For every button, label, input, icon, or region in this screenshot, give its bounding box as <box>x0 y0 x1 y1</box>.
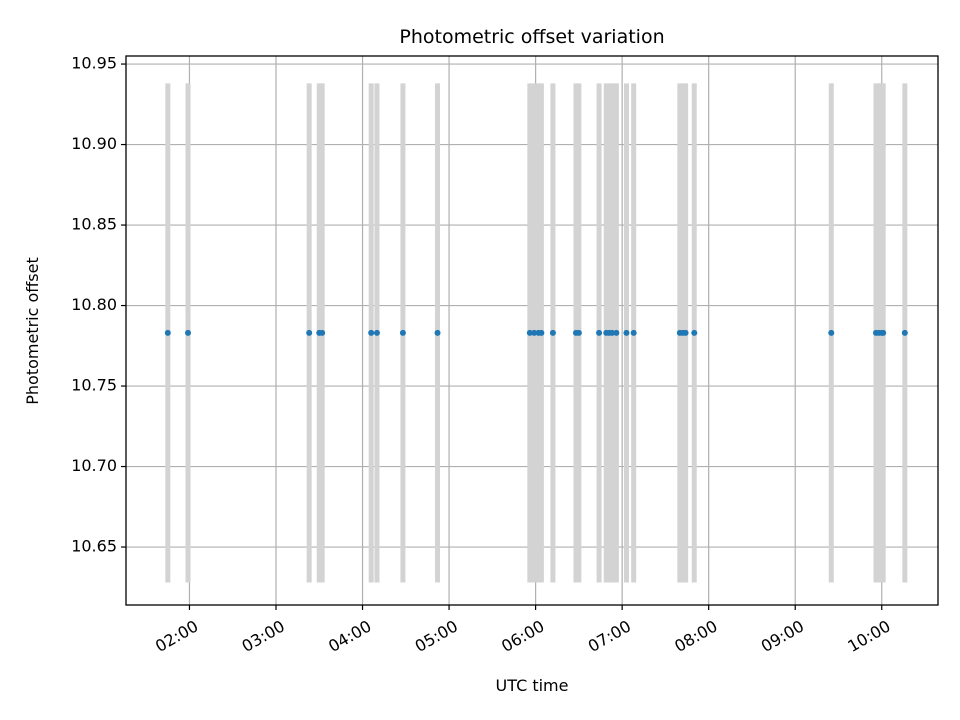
data-point <box>901 329 908 336</box>
data-point <box>630 329 637 336</box>
data-point <box>399 329 406 336</box>
data-point <box>185 329 192 336</box>
data-point <box>609 329 616 336</box>
chart-title: Photometric offset variation <box>399 26 664 48</box>
y-axis-label: Photometric offset <box>23 257 42 405</box>
data-point <box>596 329 603 336</box>
y-tick-label: 10.80 <box>71 295 117 314</box>
y-tick-label: 10.95 <box>71 54 117 73</box>
data-point <box>828 329 835 336</box>
data-point <box>549 329 556 336</box>
y-tick-label: 10.75 <box>71 376 117 395</box>
y-axis-ticks: 10.65 10.70 10.75 10.80 10.85 10.90 10.95 <box>71 54 126 556</box>
y-tick-label: 10.85 <box>71 215 117 234</box>
data-point <box>682 329 689 336</box>
x-axis-label: UTC time <box>496 676 569 695</box>
data-points <box>164 329 908 336</box>
data-point <box>368 329 375 336</box>
data-point <box>623 329 630 336</box>
data-point <box>880 329 887 336</box>
data-point <box>434 329 441 336</box>
y-tick-label: 10.65 <box>71 537 117 556</box>
data-point <box>164 329 171 336</box>
y-tick-label: 10.90 <box>71 134 117 153</box>
data-point <box>373 329 380 336</box>
data-point <box>691 329 698 336</box>
data-point <box>613 329 620 336</box>
y-tick-label: 10.70 <box>71 456 117 475</box>
data-point <box>319 329 326 336</box>
data-point <box>538 329 545 336</box>
data-point <box>575 329 582 336</box>
plot-frame <box>125 55 939 606</box>
data-point <box>531 329 538 336</box>
data-point <box>306 329 313 336</box>
data-point <box>526 329 533 336</box>
